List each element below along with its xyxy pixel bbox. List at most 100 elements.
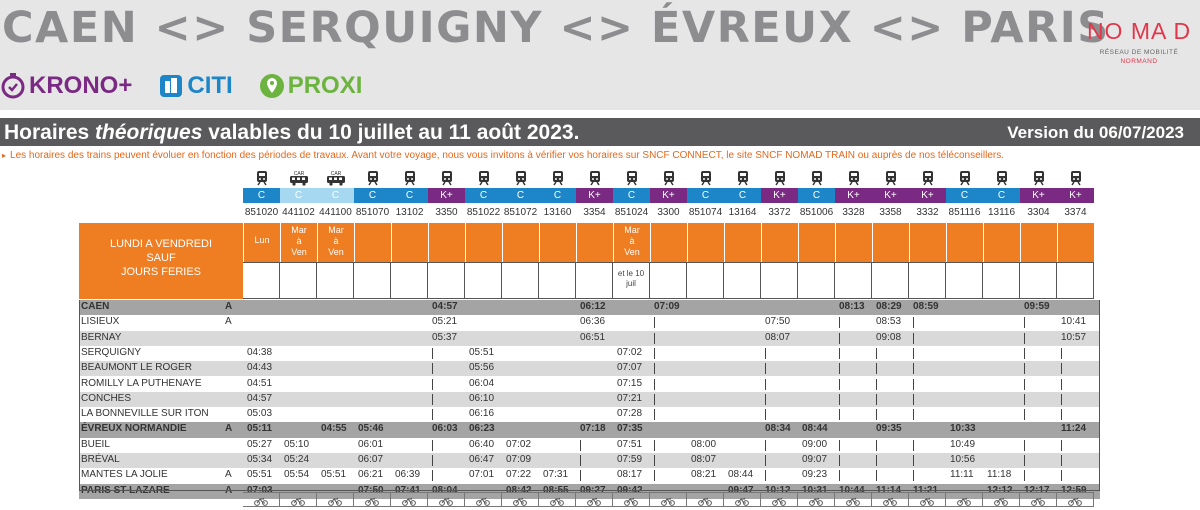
passes-without-stop: [765, 393, 766, 405]
train-icon: [576, 170, 613, 186]
departure-time: 07:01: [469, 469, 495, 481]
passes-without-stop: [765, 378, 766, 390]
departure-time: 07:31: [543, 469, 569, 481]
train-column-header: C 13116: [983, 170, 1020, 218]
departure-time: 06:21: [358, 469, 384, 481]
days-label-line-3: JOURS FERIES: [120, 266, 202, 278]
passes-without-stop: [654, 393, 655, 405]
train-number: 851074: [688, 207, 723, 218]
station-row: BEAUMONT LE ROGER 04:43 05:56 07:07: [79, 361, 1100, 377]
day-restriction-cell: Mar à Ven: [280, 223, 317, 262]
departure-time: 08:07: [691, 454, 717, 465]
train-icon: [539, 170, 576, 186]
passes-without-stop: [839, 439, 840, 451]
train-icon: [428, 170, 465, 186]
svg-text:CAR: CAR: [293, 171, 304, 177]
mode-badge: C: [354, 188, 391, 203]
departure-time: 06:12: [580, 301, 606, 312]
train-icon: [983, 170, 1020, 186]
day-note-cell: [280, 262, 317, 299]
passes-without-stop: [432, 378, 433, 390]
day-note-cell: [1057, 262, 1094, 299]
train-column-header: C 851006: [798, 170, 835, 218]
train-number: 3354: [583, 207, 606, 218]
passes-without-stop: [580, 470, 581, 482]
day-note-cell: [724, 262, 761, 299]
bike-icon: [428, 492, 465, 507]
departure-time: 09:08: [876, 331, 902, 343]
mode-badge: C: [613, 188, 650, 203]
mode-badge: K+: [1057, 188, 1094, 203]
passes-without-stop: [1024, 439, 1025, 451]
passes-without-stop: [1061, 378, 1062, 390]
nomad-logo-subtitle-2: NORMAND: [1120, 58, 1158, 65]
departure-time: 08:07: [765, 331, 791, 343]
passes-without-stop: [765, 363, 766, 375]
departure-time: 07:07: [617, 362, 643, 374]
train-icon: [872, 170, 909, 186]
departure-time: 10:41: [1061, 316, 1087, 328]
bike-icon: [465, 492, 502, 507]
day-restriction-cell: [798, 223, 835, 262]
departure-time: 05:24: [284, 454, 310, 465]
bike-icon: [502, 492, 539, 507]
station-name: SERQUIGNY: [81, 346, 142, 358]
departure-time: 07:22: [506, 469, 532, 481]
departure-time: 06:07: [358, 454, 384, 465]
passes-without-stop: [654, 347, 655, 359]
station-name: CONCHES: [81, 392, 132, 404]
passes-without-stop: [913, 455, 914, 466]
brand-krono: KRONO+: [0, 72, 132, 100]
departure-time: 08:21: [691, 469, 717, 481]
train-icon: [798, 170, 835, 186]
day-restriction-cell: [465, 223, 502, 262]
bike-icon: [1020, 492, 1057, 507]
departure-time: 04:51: [247, 377, 273, 389]
day-note-cell: [465, 262, 502, 299]
train-number: 3332: [916, 207, 939, 218]
title-prefix: Horaires: [4, 121, 96, 144]
day-restriction-cell: [946, 223, 983, 262]
passes-without-stop: [913, 439, 914, 451]
station-name: BRÉVAL: [81, 454, 120, 465]
bike-icon: [354, 492, 391, 507]
departure-time: 09:00: [802, 438, 828, 450]
passes-without-stop: [765, 409, 766, 421]
passes-without-stop: [839, 347, 840, 359]
train-icon: [946, 170, 983, 186]
departure-time: 06:10: [469, 392, 495, 404]
train-number: 3358: [879, 207, 902, 218]
train-number: 851020: [244, 207, 279, 218]
departure-time: 07:18: [580, 423, 606, 435]
bike-icon: [280, 492, 317, 507]
train-column-header: K+ 3374: [1057, 170, 1094, 218]
train-column-header: C 851070: [354, 170, 391, 218]
works-warning-note: ▸ Les horaires des trains peuvent évoluer…: [2, 150, 1004, 161]
day-note-cell: [354, 262, 391, 299]
day-note-cell: [983, 262, 1020, 299]
passes-without-stop: [913, 317, 914, 329]
day-note-cell: [1020, 262, 1057, 299]
train-number: 851022: [466, 207, 501, 218]
departure-time: 05:03: [247, 408, 273, 420]
departure-time: 05:11: [247, 423, 273, 435]
day-restriction-cell: [761, 223, 798, 262]
train-number: 3372: [768, 207, 791, 218]
passes-without-stop: [839, 317, 840, 329]
passes-without-stop: [765, 470, 766, 482]
mode-badge: C: [465, 188, 502, 203]
departure-time: 06:39: [395, 469, 421, 481]
departure-time: 06:40: [469, 438, 495, 450]
train-icon: [687, 170, 724, 186]
passes-without-stop: [839, 363, 840, 375]
train-column-header: K+ 3304: [1020, 170, 1057, 218]
day-note-cell: [391, 262, 428, 299]
brand-citi: CITI: [158, 72, 233, 100]
bike-icon: [687, 492, 724, 507]
passes-without-stop: [876, 363, 877, 375]
departure-time: 09:23: [802, 469, 828, 481]
departure-time: 05:51: [469, 346, 495, 358]
departure-time: 04:57: [432, 301, 458, 312]
departure-time: 07:15: [617, 377, 643, 389]
departure-time: 06:16: [469, 408, 495, 420]
